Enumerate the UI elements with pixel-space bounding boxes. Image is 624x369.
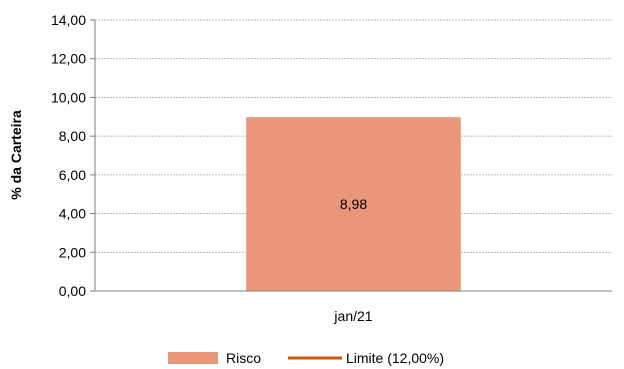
x-tick-label: jan/21: [333, 308, 372, 324]
bars: [246, 117, 461, 292]
y-axis-title: % da Carteira: [8, 110, 24, 200]
y-tick-label: 14,00: [51, 12, 86, 28]
axes: [94, 20, 612, 292]
y-tick-label: 4,00: [59, 206, 86, 222]
legend-swatch-risco: [168, 352, 218, 364]
legend-label-risco: Risco: [226, 350, 261, 366]
legend-label-limite: Limite (12,00%): [346, 350, 444, 366]
y-tick-label: 8,00: [59, 128, 86, 144]
y-tick-labels: 0,00 2,00 4,00 6,00 8,00 10,00 12,00 14,00: [51, 12, 86, 299]
bar-risco: [246, 117, 461, 292]
y-tick-label: 0,00: [59, 283, 86, 299]
y-tick-label: 10,00: [51, 89, 86, 105]
x-tick-labels: jan/21: [333, 308, 372, 324]
y-tick-label: 2,00: [59, 244, 86, 260]
y-tick-label: 12,00: [51, 51, 86, 67]
data-label: 8,98: [340, 196, 367, 212]
data-labels: 8,98: [340, 196, 367, 212]
legend: Risco Limite (12,00%): [168, 350, 444, 366]
y-tick-label: 6,00: [59, 167, 86, 183]
